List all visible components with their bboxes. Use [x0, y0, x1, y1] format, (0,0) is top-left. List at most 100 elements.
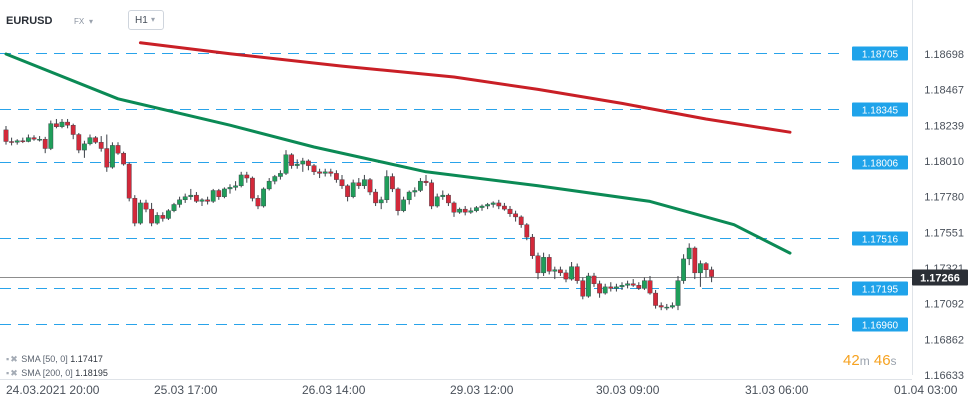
candle [70, 123, 76, 140]
candle [434, 193, 440, 208]
axes: 1.18698 1.18467 1.18239 1.18010 1.17780 1.175… [0, 0, 964, 397]
legend-settings-icon[interactable]: ▪✖ [6, 368, 19, 378]
candle [518, 215, 524, 228]
candle [26, 134, 31, 143]
candle-body [266, 180, 272, 190]
sma50-line [4, 52, 792, 255]
legend-sma50-value: 1.17417 [70, 354, 103, 364]
level-tag-1 [852, 102, 908, 117]
candle [446, 193, 451, 207]
candle [322, 168, 328, 177]
candle-body [698, 263, 703, 274]
candle [65, 118, 71, 129]
candle-body [378, 199, 384, 204]
candle [227, 184, 233, 194]
candle-body [490, 202, 496, 205]
candle [238, 171, 244, 188]
candle-body [580, 280, 586, 297]
candle-body [418, 180, 423, 191]
candle [20, 137, 26, 144]
candle [210, 188, 216, 203]
candle-body [356, 182, 362, 187]
candle-body [149, 208, 154, 224]
candle-body [507, 208, 513, 215]
candle-body [76, 134, 82, 151]
candle-body [636, 285, 642, 289]
candle-body [518, 216, 524, 225]
candle-body [244, 174, 250, 179]
candle [373, 188, 378, 207]
y-tick-label: 1.17092 [924, 299, 964, 311]
candle-body [401, 199, 406, 211]
candle-body [373, 191, 378, 204]
candle-body [591, 275, 597, 284]
symbol-label: EURUSD [6, 15, 53, 27]
candle-body [9, 141, 14, 143]
candle-body [334, 173, 339, 180]
countdown-minutes: 42 [843, 352, 860, 369]
candle [350, 179, 356, 199]
candle [255, 195, 261, 210]
candle-body [210, 190, 216, 202]
level-tag-3 [852, 231, 908, 246]
candle [115, 142, 121, 155]
countdown-min-unit: m [859, 354, 870, 368]
candle [149, 202, 154, 227]
candle-body [390, 176, 395, 190]
candle [384, 170, 390, 203]
candle-body [362, 179, 367, 187]
candle [692, 246, 698, 280]
candle-body [703, 263, 709, 270]
candle-body [322, 171, 328, 174]
candle [686, 243, 692, 266]
candle-body [535, 255, 541, 274]
y-tick-label: 1.18010 [924, 156, 964, 168]
candle [468, 207, 474, 214]
y-tick-label: 1.16633 [924, 370, 964, 382]
candle [367, 178, 373, 196]
candle-body [686, 247, 692, 260]
candle [171, 202, 177, 213]
candle-body [485, 204, 490, 207]
legend-sma200[interactable]: ▪✖ SMA [200, 0] 1.18195 [6, 368, 108, 379]
candle [412, 187, 418, 197]
candle [546, 254, 552, 275]
level-lines [0, 53, 912, 325]
candle [98, 136, 104, 152]
level-tag-label-0: 1.18705 [862, 50, 899, 61]
candle [160, 212, 166, 222]
candle-body [165, 210, 171, 219]
candle [221, 187, 227, 199]
candle [619, 282, 625, 290]
legend-sma50[interactable]: ▪✖ SMA [50, 0] 1.17417 [6, 354, 103, 365]
chevron-down-icon[interactable]: ▾ [89, 17, 94, 26]
candle-body [563, 272, 569, 280]
level-tag-2 [852, 155, 908, 170]
candle [530, 234, 535, 259]
legend-settings-icon[interactable]: ▪✖ [6, 354, 19, 364]
candle-body [42, 138, 48, 149]
candle [3, 125, 9, 145]
candle-body [289, 154, 294, 166]
legend-sma200-value: 1.18195 [75, 368, 108, 378]
candle-body [70, 124, 76, 135]
candle-body [154, 215, 160, 224]
candle-body [647, 280, 653, 294]
candle-body [597, 283, 603, 294]
candle [580, 277, 586, 300]
timeframe-selector[interactable]: H1 ▾ [128, 10, 164, 30]
candle-body [115, 145, 121, 154]
candle-body [457, 208, 462, 213]
candle [9, 137, 14, 146]
candle [345, 184, 350, 202]
candle-body [625, 283, 631, 286]
candle-body [367, 179, 373, 193]
candle [233, 181, 238, 191]
candle-body [664, 306, 670, 309]
legend-sma50-label: SMA [50, 0] [21, 354, 68, 364]
y-tick-label: 1.18698 [924, 49, 964, 61]
candle-body [126, 163, 132, 199]
candle [311, 164, 317, 175]
candle [378, 196, 384, 210]
